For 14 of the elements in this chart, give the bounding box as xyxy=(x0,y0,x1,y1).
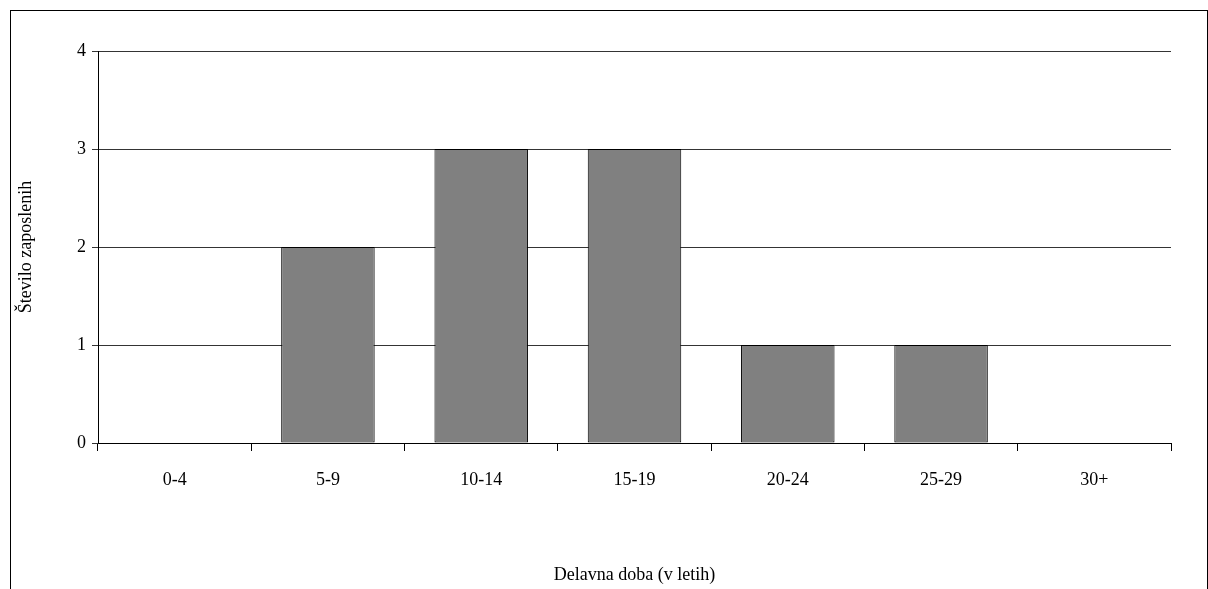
x-tick-label: 10-14 xyxy=(460,468,503,489)
x-tick-label: 20-24 xyxy=(766,468,809,489)
x-tick-label: 15-19 xyxy=(613,468,656,489)
y-axis-title: Število zaposlenih xyxy=(13,180,35,314)
x-tick-label: 25-29 xyxy=(920,468,963,489)
y-tick-label: 3 xyxy=(77,137,86,158)
y-tick-label: 0 xyxy=(77,431,86,452)
y-tick-label: 1 xyxy=(77,333,86,354)
x-tick-label: 0-4 xyxy=(162,468,187,489)
x-tick-label: 30+ xyxy=(1080,468,1109,489)
x-tick-label: 5-9 xyxy=(315,468,340,489)
y-tick-label: 4 xyxy=(77,39,86,60)
x-axis-title: Delavna doba (v letih) xyxy=(553,563,716,585)
y-tick-label: 2 xyxy=(77,235,86,256)
